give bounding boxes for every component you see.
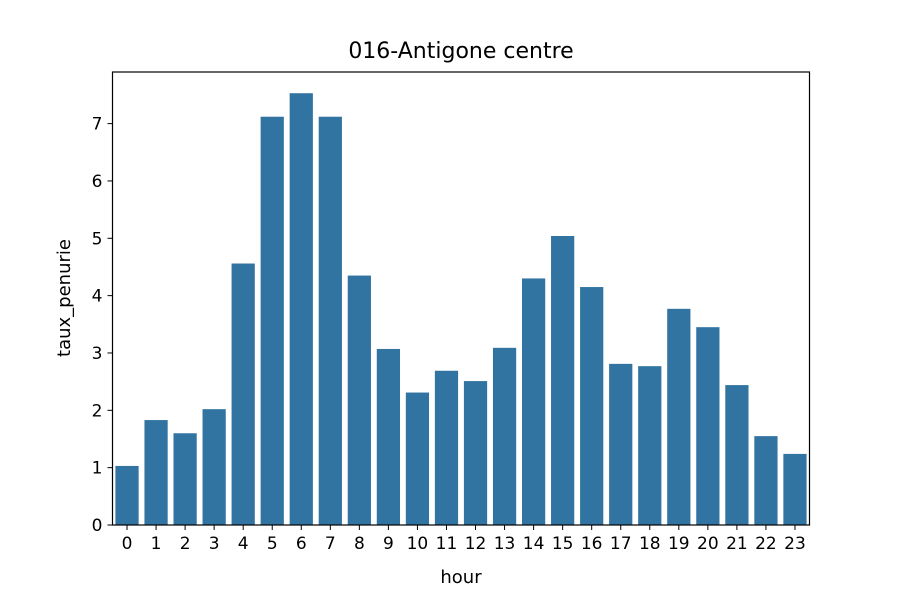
y-tick-label: 3 bbox=[92, 344, 103, 364]
bar-hour-16 bbox=[580, 287, 604, 525]
y-axis-label: taux_penurie bbox=[54, 239, 75, 357]
bar-hour-12 bbox=[463, 381, 488, 525]
bar-hour-19 bbox=[667, 308, 691, 525]
x-tick-label: 12 bbox=[465, 534, 487, 554]
y-tick-label: 1 bbox=[92, 459, 103, 479]
y-axis: 0 1 2 3 4 5 6 7 bbox=[92, 115, 113, 536]
x-tick-label: 3 bbox=[209, 534, 220, 554]
x-tick-label: 15 bbox=[552, 534, 574, 554]
x-axis-label: hour bbox=[440, 567, 482, 588]
x-tick-label: 23 bbox=[784, 534, 806, 554]
bar-hour-20 bbox=[696, 327, 720, 525]
bar-hour-17 bbox=[609, 363, 633, 525]
x-tick-label: 6 bbox=[296, 534, 307, 554]
x-tick-label: 21 bbox=[726, 534, 748, 554]
x-tick-label: 11 bbox=[436, 534, 458, 554]
x-tick-label: 13 bbox=[494, 534, 516, 554]
bar-hour-0 bbox=[115, 465, 139, 525]
y-tick-label: 4 bbox=[92, 287, 103, 307]
x-tick-label: 22 bbox=[755, 534, 777, 554]
bar-hour-10 bbox=[405, 392, 430, 525]
bar-hour-23 bbox=[783, 453, 807, 525]
bar-hour-8 bbox=[347, 275, 371, 525]
x-tick-label: 19 bbox=[668, 534, 690, 554]
bar-hour-3 bbox=[202, 409, 226, 525]
bar-hour-9 bbox=[376, 348, 401, 525]
x-tick-label: 16 bbox=[581, 534, 603, 554]
bar-hour-5 bbox=[260, 116, 284, 525]
x-tick-label: 9 bbox=[383, 534, 394, 554]
bar-hour-15 bbox=[551, 235, 575, 525]
bar-hour-7 bbox=[318, 116, 342, 525]
x-tick-label: 20 bbox=[697, 534, 719, 554]
bar-hour-22 bbox=[754, 436, 778, 525]
bar-hour-13 bbox=[492, 347, 517, 525]
bar-hour-18 bbox=[638, 366, 662, 525]
bar-hour-6 bbox=[289, 93, 313, 525]
x-tick-label: 7 bbox=[325, 534, 336, 554]
bar-hour-14 bbox=[521, 278, 546, 525]
x-tick-label: 4 bbox=[238, 534, 249, 554]
x-tick-label: 14 bbox=[523, 534, 545, 554]
y-tick-label: 7 bbox=[92, 115, 103, 135]
x-axis: 0 1 2 3 4 5 6 7 8 9 10 11 12 13 14 15 16 17 18 19 20 21 22 23 bbox=[122, 525, 806, 554]
bar-hour-1 bbox=[144, 420, 168, 525]
bar-hour-4 bbox=[231, 263, 255, 525]
bar-hour-11 bbox=[434, 370, 459, 525]
y-tick-label: 6 bbox=[92, 172, 103, 192]
x-tick-label: 5 bbox=[267, 534, 278, 554]
x-tick-label: 18 bbox=[639, 534, 661, 554]
y-tick-label: 5 bbox=[92, 229, 103, 249]
x-tick-label: 10 bbox=[407, 534, 429, 554]
x-tick-label: 17 bbox=[610, 534, 632, 554]
bar-hour-2 bbox=[173, 433, 197, 525]
x-tick-label: 2 bbox=[180, 534, 191, 554]
bars-layer bbox=[115, 93, 807, 525]
x-tick-label: 0 bbox=[122, 534, 133, 554]
chart-title: 016-Antigone centre bbox=[348, 39, 573, 64]
bar-hour-21 bbox=[725, 385, 749, 525]
x-tick-label: 1 bbox=[151, 534, 162, 554]
y-tick-label: 2 bbox=[92, 401, 103, 421]
y-tick-label: 0 bbox=[92, 516, 103, 536]
plot-frame bbox=[111, 71, 811, 526]
x-tick-label: 8 bbox=[354, 534, 365, 554]
